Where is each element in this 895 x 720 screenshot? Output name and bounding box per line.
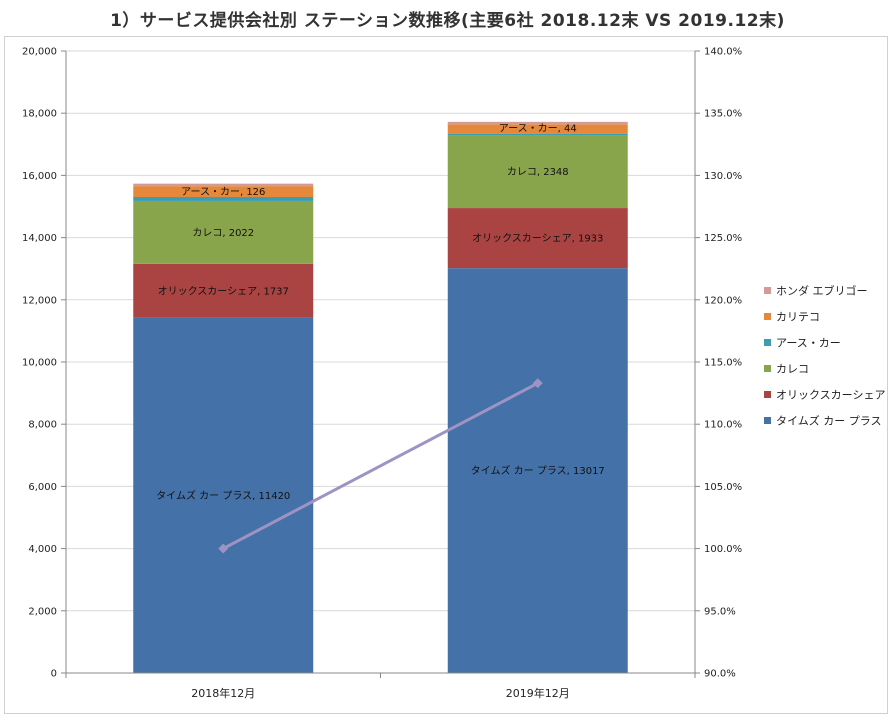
axes: 0 2,000 4,000 6,000 8,000 10,000 12,000 14,000 1… (22, 47, 742, 701)
bar-segment (447, 268, 628, 673)
legend-swatch (764, 365, 771, 372)
legend-label: タイムズ カー プラス (776, 414, 882, 428)
legend-label: カレコ (776, 363, 809, 376)
data-labels: タイムズ カー プラス, 11420 オリックスカーシェア, 1737 カレコ, 2… (156, 123, 605, 502)
legend-label: オリックスカーシェア (776, 389, 885, 402)
left-tick-label: 6,000 (28, 482, 57, 493)
bar-segment (133, 183, 314, 187)
left-tick-label: 20,000 (22, 47, 57, 58)
data-label: オリックスカーシェア, 1737 (158, 285, 289, 297)
bar-segment (447, 124, 628, 134)
data-label: カレコ, 2348 (507, 166, 569, 178)
legend-label: ホンダ エブリゴー (776, 284, 868, 298)
bar-segment (447, 133, 628, 136)
right-tick-label: 95.0% (704, 606, 736, 617)
data-label: オリックスカーシェア, 1933 (472, 233, 603, 245)
bar-segment (133, 197, 314, 201)
chart-frame (4, 36, 888, 714)
legend-swatch (764, 313, 771, 320)
right-tick-label: 115.0% (704, 358, 742, 369)
bar-segment (447, 121, 628, 125)
bar-stacks (133, 121, 628, 673)
growth-line-path (222, 381, 539, 550)
left-tick-label: 16,000 (22, 171, 57, 182)
right-tick-label: 130.0% (704, 171, 742, 182)
bar-segment (133, 317, 314, 673)
left-tick-label: 14,000 (22, 233, 57, 244)
bar-segment (133, 186, 314, 198)
left-tick-label: 12,000 (22, 295, 57, 306)
growth-line-marker (532, 378, 543, 389)
legend-label: アース・カー (776, 337, 841, 350)
left-tick-label: 0 (51, 669, 57, 680)
left-tick-label: 8,000 (28, 420, 57, 431)
right-tick-label: 125.0% (704, 233, 742, 244)
right-tick-label: 120.0% (704, 295, 742, 306)
left-tick-label: 2,000 (28, 606, 57, 617)
legend-label: カリテコ (776, 311, 820, 324)
bar-segment (447, 135, 628, 209)
data-label: アース・カー, 126 (181, 186, 265, 198)
right-tick-label: 110.0% (704, 420, 742, 431)
right-tick-label: 90.0% (704, 669, 736, 680)
bar-segment (133, 200, 314, 264)
left-tick-label: 18,000 (22, 109, 57, 120)
category-label: 2019年12月 (506, 686, 570, 700)
legend-swatch (764, 339, 771, 346)
bar-segment (447, 208, 628, 269)
chart-title: 1）サービス提供会社別 ステーション数推移(主要6社 2018.12末 VS 2… (110, 11, 785, 31)
legend-swatch (764, 417, 771, 424)
legend-swatch (764, 287, 771, 294)
growth-line-marker (218, 543, 229, 554)
right-tick-label: 140.0% (704, 47, 742, 58)
legend-swatch (764, 391, 771, 398)
category-label: 2018年12月 (191, 686, 255, 700)
data-label: タイムズ カー プラス, 13017 (471, 464, 605, 477)
right-tick-label: 100.0% (704, 544, 742, 555)
data-label: カレコ, 2022 (192, 227, 254, 239)
right-tick-label: 105.0% (704, 482, 742, 493)
data-label: アース・カー, 44 (499, 123, 577, 135)
right-tick-label: 135.0% (704, 109, 742, 120)
data-label: タイムズ カー プラス, 11420 (156, 489, 290, 502)
left-tick-label: 10,000 (22, 358, 57, 369)
bar-segment (133, 263, 314, 318)
growth-line (218, 378, 543, 554)
left-tick-label: 4,000 (28, 544, 57, 555)
